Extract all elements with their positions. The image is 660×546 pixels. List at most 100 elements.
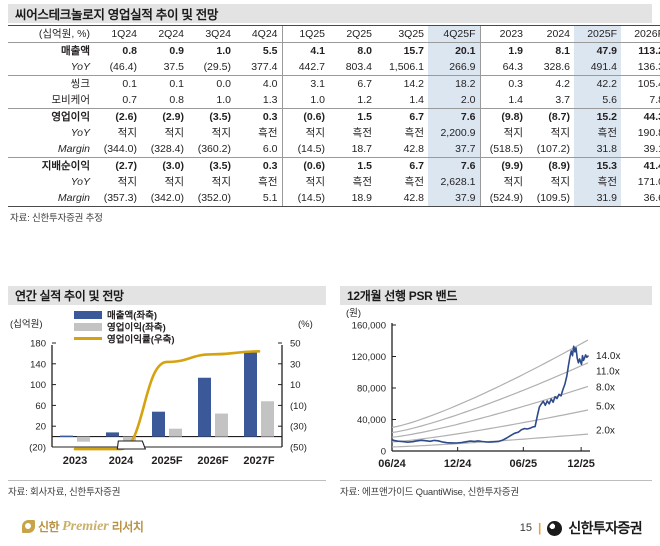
svg-text:140: 140 [30,359,46,370]
left-chart-title-bar: 연간 실적 추이 및 전망 [8,286,326,305]
table-cell: 136.3 [637,61,660,73]
table-cell: 15.3 [574,157,621,174]
row-label: 지배순이익 [8,157,94,174]
table-cell: 0.0 [188,75,235,92]
table-cell: 7.8 [649,94,660,106]
table-cell: 흑전 [352,176,372,188]
table-row: 씽크 0.1 0.1 0.0 4.0 3.1 6.7 14.2 18.2 0.3 4.2 42.2 10… [8,75,660,92]
table-cell: 1.4 [409,94,424,106]
table-cell: (360.2) [197,143,231,155]
table-cell: 적지 [479,174,527,190]
right-chart-area: (원) 160,000 120,000 80,000 40,000 0 06/24 12/24… [340,305,652,480]
table-cell: (328.4) [150,143,184,155]
table-cell: (8.9) [527,157,574,174]
table-cell: 42.2 [574,75,621,92]
left-chart-area: (십억원) (%) 180 140 100 60 20 (20) 50 30 10 (10) (30) (… [8,305,326,480]
svg-text:120,000: 120,000 [352,352,386,363]
svg-text:12/25: 12/25 [567,458,595,470]
right-chart-svg: (원) 160,000 120,000 80,000 40,000 006/24 12/24… [346,308,620,470]
table-row: 매출액 0.8 0.9 1.0 5.5 4.1 8.0 15.7 20.1 1.9 8.1 47.9 1… [8,42,660,59]
table-cell: (3.5) [188,108,235,125]
table-cell: 적지 [281,125,329,141]
footer-brand-premier: Premier [62,518,109,534]
svg-text:영업이익률(우축): 영업이익률(우축) [107,334,175,346]
table-cell: 1.3 [262,94,278,106]
col-header-2025f: 2025F [574,25,621,43]
table-cell: 1.4 [479,92,527,109]
table-cell: 37.5 [163,61,184,73]
svg-text:(20): (20) [29,443,46,454]
table-cell: 37.7 [428,141,480,158]
right-chart-source: 자료: 에프앤가이드 QuantiWise, 신한투자증권 [340,480,652,498]
table-cell: 0.1 [94,75,141,92]
svg-text:2026F: 2026F [197,455,228,467]
table-cell: (344.0) [103,143,137,155]
svg-text:(원): (원) [346,308,361,319]
table-cell: 1.5 [329,108,376,125]
table-cell: 31.9 [574,190,621,207]
table-cell: (524.9) [479,190,527,207]
left-chart-source: 자료: 회사자료, 신한투자증권 [8,480,326,498]
table-cell: 171.0 [637,176,660,188]
table-cell: 1.9 [479,42,527,59]
table-cell: 803.4 [345,61,372,73]
table-cell: (46.4) [109,61,137,73]
table-cell: 4.1 [281,42,329,59]
table-cell: 적지 [164,176,184,188]
table-cell: (2.6) [94,108,141,125]
table-cell: 0.1 [141,75,188,92]
col-header-1q25: 1Q25 [281,25,329,43]
table-cell: 64.3 [479,59,527,76]
table-cell: 0.9 [169,45,184,57]
table-title-bar: 씨어스테크놀로지 영업실적 추이 및 전망 [8,4,652,23]
table-cell: (9.8) [479,108,527,125]
table-cell: (357.3) [94,190,141,207]
table-row: 영업이익 (2.6) (2.9) (3.5) 0.3 (0.6) 1.5 6.7 7.6 (9.8… [8,108,660,125]
table-cell: 0.8 [122,45,137,57]
svg-text:06/24: 06/24 [378,458,406,470]
table-cell: 6.7 [376,157,428,174]
footer-brand-research: 리서치 [111,520,144,534]
col-header-2q25: 2Q25 [329,25,376,43]
table-cell: 266.9 [428,59,480,76]
table-cell: 1.5 [329,157,376,174]
svg-text:(10): (10) [290,401,307,412]
table-cell: 적지 [164,127,184,139]
table-cell: 흑전 [352,127,372,139]
table-cell: 491.4 [574,59,621,76]
table-cell: 105.4 [621,75,660,92]
table-cell: 흑전 [258,176,278,188]
col-header-3q25: 3Q25 [376,25,428,43]
table-cell: 8.1 [555,45,570,57]
svg-text:0: 0 [381,447,386,458]
table-cell: (14.5) [281,190,329,207]
svg-text:160,000: 160,000 [352,321,386,332]
table-cell: 0.7 [122,94,137,106]
table-source-note: 자료: 신한투자증권 추정 [10,213,103,224]
svg-text:2023: 2023 [63,455,87,467]
svg-text:40,000: 40,000 [357,415,386,426]
footer-company-name: 신한투자증권 [568,520,642,536]
table-cell: (8.7) [527,108,574,125]
table-cell: 31.8 [574,141,621,158]
table-row: YoY (46.4) 37.5 (29.5) 377.4 442.7 803.4 1,506.… [8,59,660,76]
table-cell: 적지 [211,127,231,139]
table-cell: 190.8 [637,127,660,139]
table-cell: 적지 [550,176,570,188]
col-header-2026f: 2026F [621,25,660,43]
table-cell: (3.0) [141,157,188,174]
table-cell: 442.7 [281,59,329,76]
psr-band-chart-panel: 12개월 선행 PSR 밴드 (원) 160,000 120,000 80,000 40… [340,286,652,498]
svg-text:(%): (%) [298,319,313,330]
col-header-1q24: 1Q24 [94,25,141,43]
table-body: 매출액 0.8 0.9 1.0 5.5 4.1 8.0 15.7 20.1 1.9 8.1 47.9 1… [8,42,660,207]
col-header-2023: 2023 [479,25,527,43]
left-chart-title-text: 연간 실적 추이 및 전망 [15,289,124,303]
svg-text:60: 60 [35,401,46,412]
svg-text:80,000: 80,000 [357,384,386,395]
table-cell: 적지 [281,174,329,190]
row-label: YoY [70,61,90,73]
svg-text:14.0x: 14.0x [596,351,620,362]
